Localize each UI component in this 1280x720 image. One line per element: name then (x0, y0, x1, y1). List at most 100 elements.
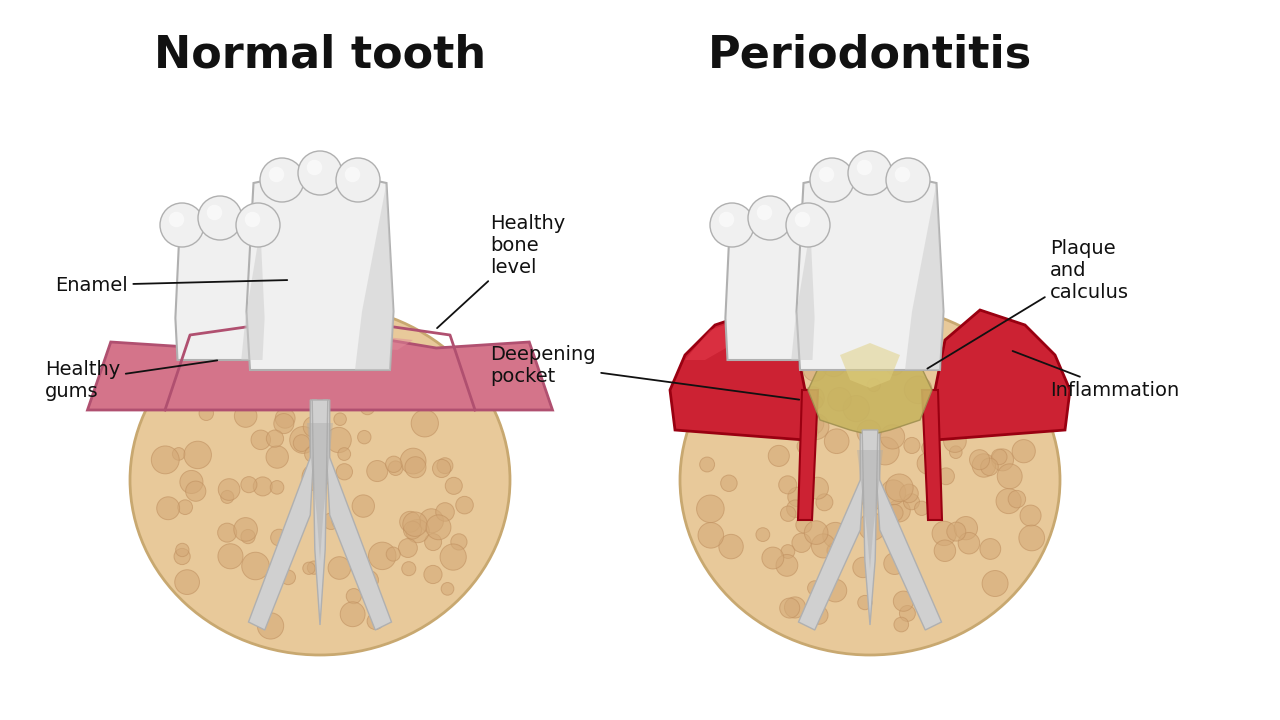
Circle shape (973, 454, 996, 477)
Circle shape (266, 446, 288, 468)
Circle shape (311, 420, 325, 434)
Circle shape (787, 500, 804, 518)
Circle shape (274, 413, 294, 433)
Polygon shape (175, 220, 265, 360)
Circle shape (352, 495, 375, 517)
Circle shape (175, 544, 189, 557)
Circle shape (406, 519, 429, 543)
Polygon shape (799, 430, 867, 630)
Circle shape (335, 374, 360, 400)
Polygon shape (312, 400, 328, 625)
Circle shape (326, 347, 349, 370)
Circle shape (837, 356, 852, 370)
Circle shape (234, 518, 257, 541)
Circle shape (954, 516, 978, 540)
Circle shape (173, 448, 186, 460)
Circle shape (280, 570, 296, 585)
Circle shape (424, 565, 442, 584)
Circle shape (970, 418, 989, 437)
Circle shape (303, 562, 315, 575)
Circle shape (334, 413, 347, 426)
Circle shape (969, 450, 989, 469)
Circle shape (922, 441, 937, 456)
Circle shape (997, 464, 1023, 489)
Polygon shape (241, 228, 265, 360)
Circle shape (932, 521, 956, 546)
Polygon shape (669, 310, 805, 440)
Polygon shape (324, 400, 392, 630)
Circle shape (996, 488, 1021, 513)
Circle shape (710, 203, 754, 247)
Circle shape (982, 570, 1009, 596)
Circle shape (806, 477, 828, 499)
Circle shape (778, 476, 796, 494)
Circle shape (451, 534, 467, 550)
Circle shape (178, 500, 192, 515)
Circle shape (260, 158, 305, 202)
Circle shape (700, 457, 714, 472)
Circle shape (275, 408, 296, 428)
Circle shape (198, 196, 242, 240)
Text: Plaque
and
calculus: Plaque and calculus (928, 238, 1129, 369)
Circle shape (328, 557, 351, 580)
Circle shape (401, 448, 426, 474)
Circle shape (739, 384, 755, 400)
Circle shape (969, 352, 982, 366)
Circle shape (803, 414, 829, 440)
Circle shape (808, 581, 822, 595)
Circle shape (169, 212, 184, 228)
Polygon shape (227, 331, 413, 350)
Circle shape (904, 438, 920, 454)
Circle shape (456, 496, 474, 514)
Circle shape (403, 512, 428, 536)
Circle shape (719, 212, 735, 228)
Text: Periodontitis: Periodontitis (708, 34, 1032, 76)
Circle shape (200, 406, 214, 420)
Circle shape (289, 382, 307, 401)
Circle shape (404, 456, 426, 478)
Circle shape (883, 553, 906, 575)
Circle shape (778, 348, 792, 361)
Circle shape (216, 354, 239, 377)
Text: Healthy
bone
level: Healthy bone level (436, 214, 566, 328)
Circle shape (289, 426, 316, 454)
Circle shape (308, 361, 332, 384)
Text: Normal tooth: Normal tooth (154, 34, 486, 76)
Circle shape (856, 420, 881, 444)
Circle shape (810, 158, 854, 202)
Circle shape (220, 490, 234, 503)
Circle shape (242, 552, 269, 580)
Circle shape (905, 376, 932, 404)
Polygon shape (796, 175, 943, 370)
Circle shape (367, 461, 388, 482)
Polygon shape (797, 390, 818, 520)
Circle shape (886, 158, 931, 202)
Circle shape (298, 151, 342, 195)
Circle shape (174, 549, 191, 564)
Circle shape (241, 477, 257, 492)
Circle shape (337, 318, 365, 346)
Circle shape (980, 458, 998, 476)
Circle shape (786, 203, 829, 247)
Circle shape (698, 523, 723, 548)
Circle shape (1009, 490, 1025, 508)
Circle shape (975, 369, 998, 392)
Circle shape (788, 338, 810, 360)
Circle shape (1012, 440, 1036, 463)
Text: Deepening
pocket: Deepening pocket (490, 344, 799, 400)
Circle shape (270, 480, 284, 494)
Circle shape (236, 203, 280, 247)
Circle shape (992, 449, 1014, 471)
Circle shape (344, 167, 360, 182)
Circle shape (886, 474, 913, 502)
Circle shape (426, 515, 451, 540)
Circle shape (433, 459, 451, 477)
Circle shape (914, 501, 929, 516)
Circle shape (776, 554, 797, 576)
Circle shape (796, 517, 812, 533)
Circle shape (388, 461, 403, 475)
Circle shape (801, 424, 818, 441)
Circle shape (346, 588, 361, 603)
Circle shape (787, 487, 808, 507)
Circle shape (773, 350, 792, 370)
